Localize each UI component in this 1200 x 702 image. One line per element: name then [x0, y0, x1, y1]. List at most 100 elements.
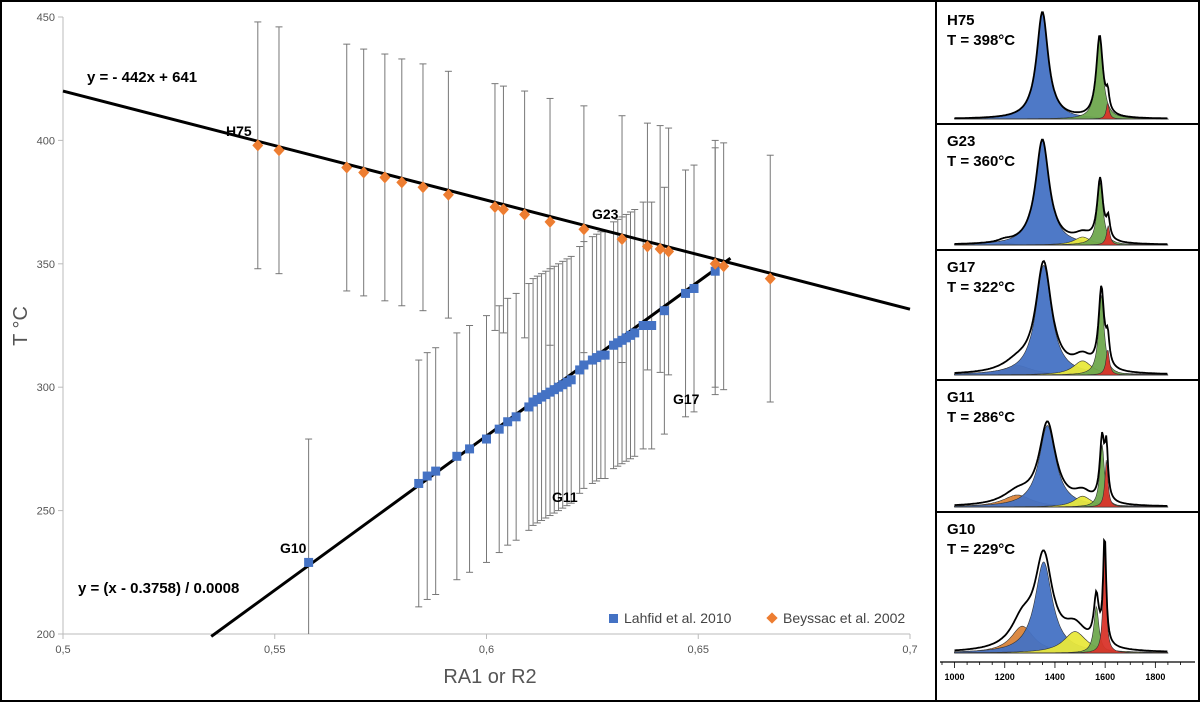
point-lahfid — [452, 451, 462, 461]
x-axis — [62, 633, 911, 639]
band-d1 — [954, 425, 1169, 508]
fit-equation-lahfid: y = (x - 0.3758) / 0.0008 — [78, 580, 239, 597]
band-d2 — [954, 350, 1168, 376]
point-beyssac — [341, 161, 353, 174]
point-beyssac — [654, 242, 666, 255]
point-lahfid — [689, 283, 699, 293]
y-axis-title: T °C — [10, 306, 32, 346]
point-lahfid — [710, 266, 720, 276]
legend: Lahfid et al. 2010 Beyssac et al. 2002 — [609, 610, 905, 626]
point-lahfid — [431, 466, 441, 476]
band-d2 — [954, 459, 1168, 508]
point-beyssac — [544, 215, 556, 228]
point-lahfid — [304, 557, 314, 567]
band-d2 — [954, 103, 1168, 120]
point-lahfid — [465, 444, 475, 454]
spectra-x-axis: 1000 1200 1400 1600 1800 — [940, 661, 1195, 682]
point-beyssac — [578, 223, 590, 236]
x-axis-title: RA1 or R2 — [443, 666, 536, 688]
main-chart-frame — [0, 0, 937, 702]
x-tick-label: 0,7 — [902, 644, 917, 656]
point-beyssac — [252, 139, 264, 152]
point-beyssac — [273, 144, 285, 157]
legend-marker-beyssac — [766, 612, 778, 624]
spectrum-panel-g17: G17 T = 322°C — [936, 249, 1199, 376]
y-tick-label: 300 — [37, 382, 55, 394]
spectrum-panel-h75: H75 T = 398°C — [947, 11, 1169, 120]
panel-sample-label: H75 — [947, 12, 975, 29]
annotation-g17: G17 — [673, 391, 700, 407]
annotation-h75: H75 — [226, 123, 252, 139]
point-lahfid — [579, 360, 589, 370]
point-beyssac — [489, 201, 501, 214]
spectra-tick-label: 1600 — [1095, 672, 1115, 682]
point-beyssac — [709, 257, 721, 270]
point-lahfid — [600, 350, 610, 360]
spectrum-panel-g23: G23 T = 360°C — [936, 123, 1199, 246]
spectra-tick-label: 1800 — [1145, 672, 1165, 682]
spectra-tick-label: 1400 — [1045, 672, 1065, 682]
band-d2 — [954, 225, 1168, 246]
point-lahfid — [422, 471, 432, 481]
panel-sample-label: G10 — [947, 521, 975, 538]
fit-line — [62, 89, 911, 311]
legend-label-beyssac: Beyssac et al. 2002 — [783, 610, 905, 626]
point-beyssac — [396, 176, 408, 189]
point-lahfid — [524, 402, 534, 412]
point-beyssac — [497, 203, 509, 216]
x-tick-label: 0,55 — [264, 644, 285, 656]
y-tick-label: 250 — [37, 506, 55, 518]
y-tick-label: 350 — [37, 259, 55, 271]
panel-temperature: T = 286°C — [947, 409, 1015, 426]
spectrum-envelope — [954, 537, 1168, 653]
panel-temperature: T = 360°C — [947, 153, 1015, 170]
band-d2 — [954, 553, 1168, 654]
panel-temperature: T = 322°C — [947, 279, 1015, 296]
annotation-g23: G23 — [592, 206, 619, 222]
spectrum-envelope — [954, 11, 1168, 120]
point-beyssac — [442, 188, 454, 201]
point-beyssac — [641, 240, 653, 253]
spectra-tick-label: 1200 — [995, 672, 1015, 682]
panel-sample-label: G23 — [947, 133, 975, 150]
point-beyssac — [764, 272, 776, 285]
fit-equation-beyssac: y = - 442x + 641 — [87, 69, 197, 86]
spectrum-panel-g10: G10 T = 229°C — [936, 511, 1199, 654]
raman-spectra-panels: H75 T = 398°C G23 T = 360°C G17 T = 322°C G11 T… — [936, 11, 1199, 654]
point-lahfid — [494, 424, 504, 434]
spectrum-panel-g11: G11 T = 286°C — [936, 379, 1199, 508]
spectra-tick-label: 1000 — [945, 672, 965, 682]
panel-sample-label: G17 — [947, 259, 975, 276]
spectrum-envelope — [954, 138, 1168, 246]
annotation-g11: G11 — [552, 489, 578, 505]
point-lahfid — [503, 417, 513, 427]
series-beyssac — [252, 139, 776, 285]
point-beyssac — [358, 166, 370, 179]
y-tick-label: 400 — [37, 135, 55, 147]
y-axis — [58, 16, 64, 635]
point-lahfid — [638, 321, 648, 330]
legend-marker-lahfid — [609, 614, 618, 623]
point-beyssac — [616, 233, 628, 246]
point-lahfid — [681, 288, 691, 298]
y-tick-label: 450 — [37, 12, 55, 24]
annotation-g10: G10 — [280, 540, 307, 556]
x-tick-label: 0,6 — [479, 644, 494, 656]
point-beyssac — [379, 171, 391, 184]
point-beyssac — [417, 181, 429, 194]
panel-temperature: T = 398°C — [947, 32, 1015, 49]
point-beyssac — [519, 208, 531, 221]
y-tick-label: 200 — [37, 629, 55, 641]
x-tick-label: 0,65 — [688, 644, 709, 656]
point-lahfid — [630, 328, 640, 338]
x-tick-label: 0,5 — [55, 644, 70, 656]
band-d3 — [954, 631, 1169, 654]
point-lahfid — [659, 306, 669, 316]
point-lahfid — [482, 434, 491, 444]
point-lahfid — [647, 321, 657, 330]
point-lahfid — [575, 365, 585, 375]
point-lahfid — [414, 478, 424, 488]
series-lahfid — [304, 266, 720, 567]
panel-temperature: T = 229°C — [947, 541, 1015, 558]
